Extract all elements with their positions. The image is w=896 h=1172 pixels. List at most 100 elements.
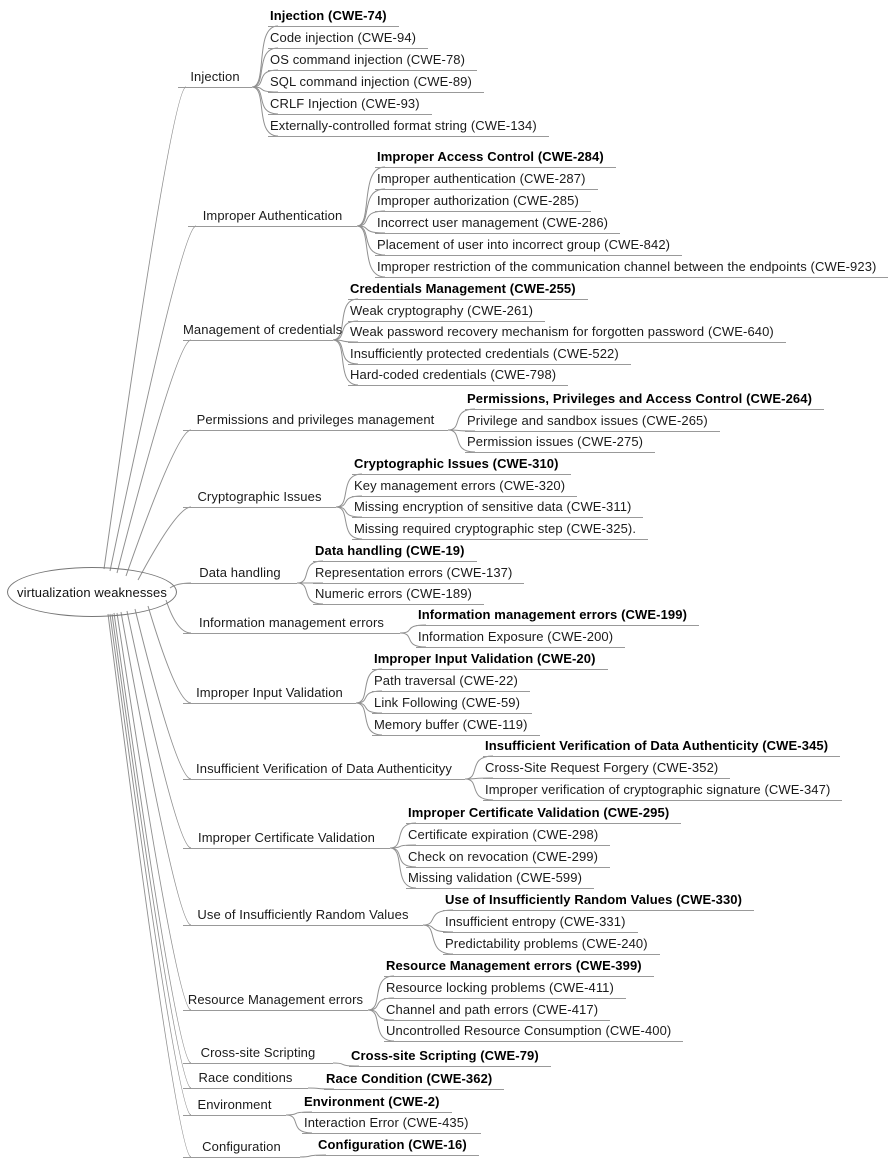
leaf-cwe-275: Permission issues (CWE-275) xyxy=(465,433,656,453)
leaf-cwe-435: Interaction Error (CWE-435) xyxy=(302,1114,481,1134)
connector-path xyxy=(399,632,427,648)
leaf-cwe-325: Missing required cryptographic step (CWE… xyxy=(352,520,649,540)
leaf-cwe-255: Credentials Management (CWE-255) xyxy=(348,280,588,300)
connector-path xyxy=(367,1009,395,1042)
leaf-cwe-89: SQL command injection (CWE-89) xyxy=(268,73,484,93)
leaf-cwe-19: Data handling (CWE-19) xyxy=(313,542,477,562)
branch-data-handling: Data handling xyxy=(183,564,297,584)
connector-path xyxy=(251,86,279,137)
connector-path xyxy=(332,339,359,386)
connector-path xyxy=(422,924,454,955)
leaf-cwe-2: Environment (CWE-2) xyxy=(302,1093,452,1113)
leaf-cwe-295: Improper Certificate Validation (CWE-295… xyxy=(406,804,682,824)
leaf-cwe-93: CRLF Injection (CWE-93) xyxy=(268,95,432,115)
connector-path xyxy=(447,429,476,453)
branch-improper-authentication: Improper Authentication xyxy=(188,207,357,227)
leaf-cwe-798: Hard-coded credentials (CWE-798) xyxy=(348,366,569,386)
leaf-cwe-20: Improper Input Validation (CWE-20) xyxy=(372,650,608,670)
leaf-cwe-399: Resource Management errors (CWE-399) xyxy=(384,957,654,977)
leaf-cwe-79: Cross-site Scripting (CWE-79) xyxy=(349,1047,551,1067)
connector-path xyxy=(296,582,324,605)
leaf-cwe-16: Configuration (CWE-16) xyxy=(316,1136,479,1156)
leaf-cwe-94: Code injection (CWE-94) xyxy=(268,29,429,49)
leaf-cwe-199: Information management errors (CWE-199) xyxy=(416,606,700,626)
leaf-cwe-640: Weak password recovery mechanism for for… xyxy=(348,323,786,343)
leaf-cwe-264: Permissions, Privileges and Access Contr… xyxy=(465,390,824,410)
leaf-cwe-119: Memory buffer (CWE-119) xyxy=(372,716,540,736)
leaf-cwe-842: Placement of user into incorrect group (… xyxy=(375,236,683,256)
connector-path xyxy=(464,778,494,801)
leaf-cwe-345: Insufficient Verification of Data Authen… xyxy=(483,737,841,757)
leaf-cwe-285: Improper authorization (CWE-285) xyxy=(375,192,591,212)
branch-injection: Injection xyxy=(178,68,252,88)
connector-path xyxy=(389,847,417,889)
leaf-cwe-522: Insufficiently protected credentials (CW… xyxy=(348,345,631,365)
connector-path xyxy=(113,612,192,1064)
leaf-cwe-298: Certificate expiration (CWE-298) xyxy=(406,826,611,846)
connector-path xyxy=(332,298,359,341)
connector-path xyxy=(116,612,192,1011)
leaf-cwe-347: Improper verification of cryptographic s… xyxy=(483,781,843,801)
leaf-cwe-286: Incorrect user management (CWE-286) xyxy=(375,214,621,234)
leaf-cwe-310: Cryptographic Issues (CWE-310) xyxy=(352,455,571,475)
leaf-cwe-134: Externally-controlled format string (CWE… xyxy=(268,117,549,137)
connector-path xyxy=(125,429,192,577)
connector-path xyxy=(251,47,279,88)
connector-path xyxy=(285,1114,313,1134)
connector-path xyxy=(111,613,192,1089)
branch-information-management-errors: Information management errors xyxy=(183,614,400,634)
leaf-cwe-137: Representation errors (CWE-137) xyxy=(313,564,525,584)
leaf-cwe-311: Missing encryption of sensitive data (CW… xyxy=(352,498,644,518)
branch-cross-site-scripting: Cross-site Scripting xyxy=(183,1044,333,1064)
connector-path xyxy=(251,25,279,88)
connector-path xyxy=(355,702,383,736)
leaf-cwe-240: Predictability problems (CWE-240) xyxy=(443,935,660,955)
connector-path xyxy=(335,506,363,540)
connector-path xyxy=(116,339,192,574)
leaf-cwe-599: Missing validation (CWE-599) xyxy=(406,869,595,889)
leaf-cwe-200: Information Exposure (CWE-200) xyxy=(416,628,626,648)
leaf-cwe-330: Use of Insufficiently Random Values (CWE… xyxy=(443,891,755,911)
connector-path xyxy=(109,225,197,572)
leaf-cwe-261: Weak cryptography (CWE-261) xyxy=(348,302,546,322)
connector-path xyxy=(107,613,192,1158)
branch-insufficiently-random-values: Use of Insufficiently Random Values xyxy=(183,906,423,926)
connector-path xyxy=(356,225,386,278)
leaf-cwe-265: Privilege and sandbox issues (CWE-265) xyxy=(465,412,720,432)
branch-permissions-privileges: Permissions and privileges management xyxy=(183,411,448,431)
branch-resource-management-errors: Resource Management errors xyxy=(183,991,368,1011)
leaf-cwe-59: Link Following (CWE-59) xyxy=(372,694,533,714)
leaf-cwe-78: OS command injection (CWE-78) xyxy=(268,51,478,71)
leaf-cwe-320: Key management errors (CWE-320) xyxy=(352,477,578,497)
leaf-cwe-352: Cross-Site Request Forgery (CWE-352) xyxy=(483,759,731,779)
leaf-cwe-287: Improper authentication (CWE-287) xyxy=(375,170,598,190)
branch-configuration: Configuration xyxy=(183,1138,300,1158)
branch-management-of-credentials: Management of credentials xyxy=(183,321,342,341)
connector-path xyxy=(165,599,192,634)
branch-improper-input-validation: Improper Input Validation xyxy=(183,684,356,704)
leaf-cwe-74: Injection (CWE-74) xyxy=(268,7,399,27)
leaf-cwe-22: Path traversal (CWE-22) xyxy=(372,672,530,692)
leaf-cwe-411: Resource locking problems (CWE-411) xyxy=(384,979,626,999)
leaf-cwe-331: Insufficient entropy (CWE-331) xyxy=(443,913,638,933)
leaf-cwe-400: Uncontrolled Resource Consumption (CWE-4… xyxy=(384,1022,684,1042)
connector-path xyxy=(356,166,386,227)
branch-insufficient-verification: Insufficient Verification of Data Authen… xyxy=(183,760,465,780)
connector-path xyxy=(332,1062,360,1067)
branch-race-conditions: Race conditions xyxy=(183,1069,308,1089)
connector-path xyxy=(147,605,192,704)
leaf-cwe-417: Channel and path errors (CWE-417) xyxy=(384,1001,611,1021)
connector-path xyxy=(120,611,192,926)
connector-path xyxy=(356,188,386,227)
connector-path xyxy=(307,1087,335,1090)
branch-environment: Environment xyxy=(183,1096,286,1116)
leaf-cwe-299: Check on revocation (CWE-299) xyxy=(406,848,611,868)
connector-path xyxy=(134,608,192,780)
leaf-cwe-923: Improper restriction of the communicatio… xyxy=(375,258,889,278)
connector-path xyxy=(103,86,187,570)
leaf-cwe-362: Race Condition (CWE-362) xyxy=(324,1070,505,1090)
branch-improper-certificate-validation: Improper Certificate Validation xyxy=(183,829,390,849)
root-node: virtualization weaknesses xyxy=(7,567,177,617)
leaf-cwe-189: Numeric errors (CWE-189) xyxy=(313,585,484,605)
connector-path xyxy=(126,610,192,849)
